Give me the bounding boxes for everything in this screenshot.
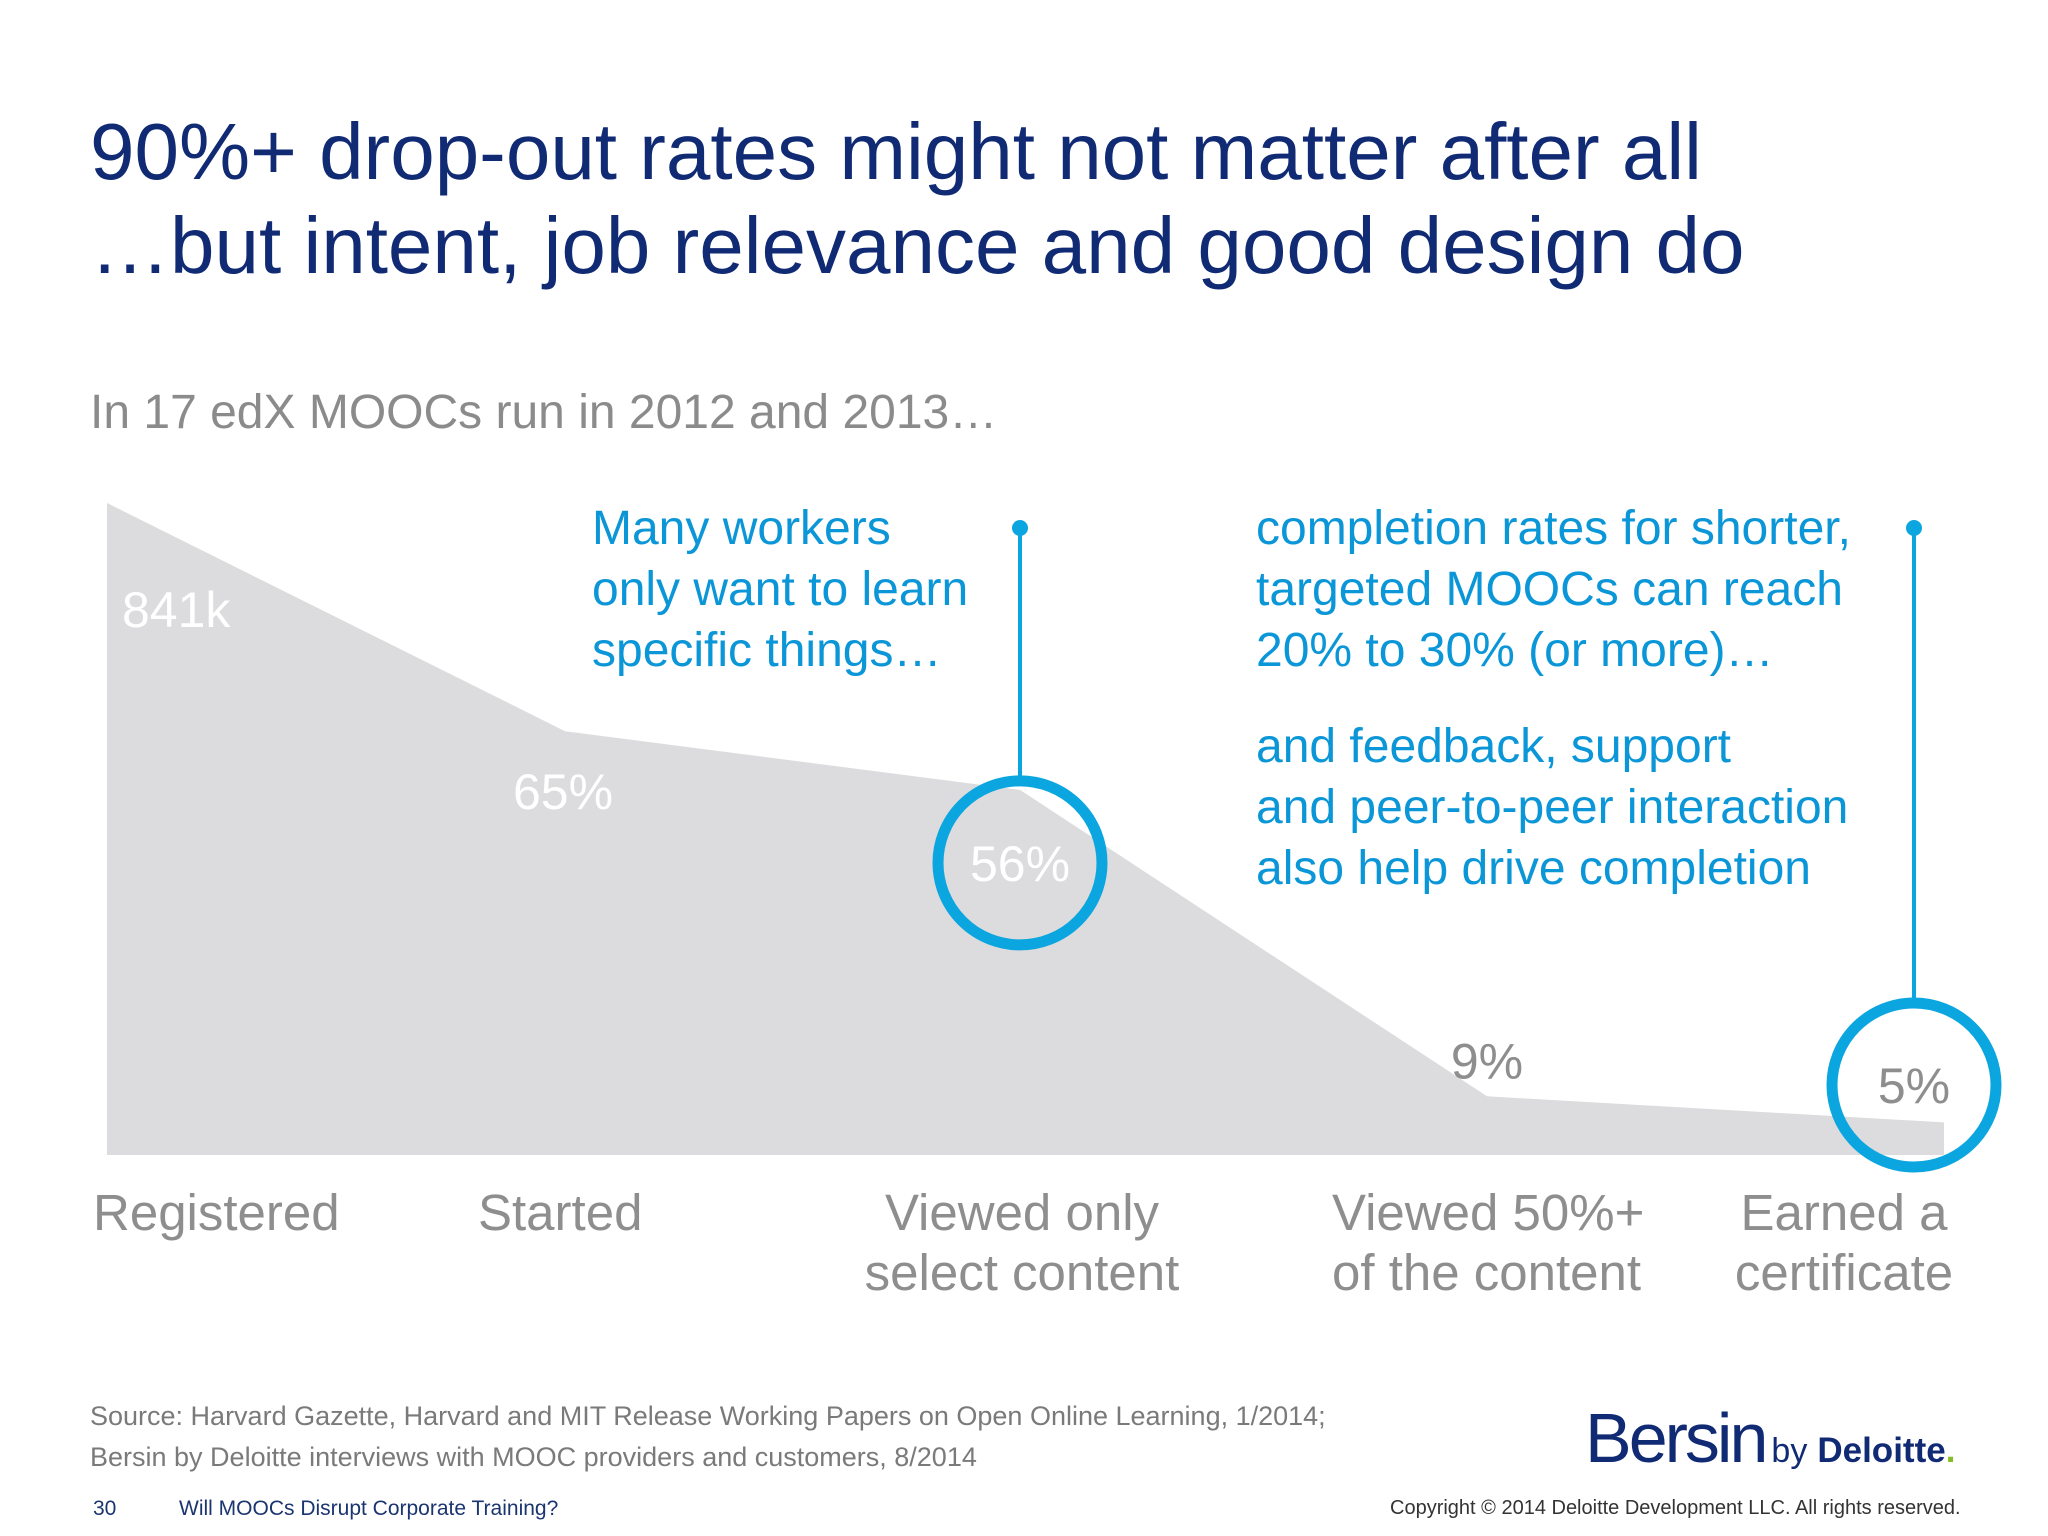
callout-right-bottom-line-2: and peer-to-peer interaction — [1256, 781, 1849, 834]
value-label-earned-a-certificate: 5% — [1878, 1058, 1950, 1114]
category-label-viewed-50-line-2: of the content — [1332, 1244, 1642, 1301]
callout-left: Many workers only want to learn specific… — [592, 498, 968, 681]
callout-left-line-1: Many workers — [592, 502, 891, 555]
copyright-notice: Copyright © 2014 Deloitte Development LL… — [1390, 1497, 1961, 1519]
logo-bersin-word: Bersin — [1585, 1399, 1768, 1477]
slide-title: 90%+ drop-out rates might not matter aft… — [90, 105, 1745, 293]
slide-subtitle: In 17 edX MOOCs run in 2012 and 2013… — [90, 386, 998, 439]
callout-right-top-line-1: completion rates for shorter, — [1256, 502, 1851, 555]
source-line-2: Bersin by Deloitte interviews with MOOC … — [90, 1442, 977, 1472]
category-label-registered-line-1: Registered — [93, 1184, 340, 1241]
callout-left-line-2: only want to learn — [592, 563, 969, 616]
callout-dot-earned-a-certificate — [1906, 520, 1922, 536]
callout-right-top-line-3: 20% to 30% (or more)… — [1256, 624, 1774, 677]
category-label-started: Started — [478, 1183, 642, 1243]
callout-dot-viewed-only-select-content — [1012, 520, 1028, 536]
logo-by-word: by — [1771, 1432, 1808, 1470]
callout-right-top: completion rates for shorter, targeted M… — [1256, 498, 1851, 681]
title-line-1: 90%+ drop-out rates might not matter aft… — [90, 107, 1702, 196]
category-label-started-line-1: Started — [478, 1184, 643, 1241]
category-label-registered: Registered — [93, 1183, 340, 1243]
value-label-viewed-50-of-the-content: 9% — [1451, 1033, 1523, 1089]
page-number: 30 — [93, 1497, 117, 1520]
callout-right-bottom: and feedback, support and peer-to-peer i… — [1256, 716, 1848, 899]
source-note: Source: Harvard Gazette, Harvard and MIT… — [90, 1396, 1326, 1478]
category-label-viewed-only-line-1: Viewed only — [884, 1184, 1160, 1241]
value-label-viewed-only-select-content: 56% — [970, 836, 1070, 892]
callout-left-line-3: specific things… — [592, 624, 942, 677]
category-label-earned-line-1: Earned a — [1740, 1184, 1948, 1241]
logo-green-dot: . — [1945, 1431, 1956, 1470]
category-label-viewed-only: Viewed only select content — [862, 1183, 1182, 1303]
title-line-2: …but intent, job relevance and good desi… — [90, 201, 1745, 290]
footer-doc-title: Will MOOCs Disrupt Corporate Training? — [179, 1497, 559, 1520]
value-label-registered: 841k — [122, 582, 231, 638]
category-label-viewed-only-line-2: select content — [864, 1244, 1180, 1301]
callout-right-top-line-2: targeted MOOCs can reach — [1256, 563, 1843, 616]
category-label-earned-line-2: certificate — [1734, 1244, 1954, 1301]
highlight-ring-earned-a-certificate — [1826, 997, 2002, 1173]
bersin-by-deloitte-logo: Bersin by Deloitte. — [1585, 1398, 1955, 1478]
area-series — [107, 503, 1944, 1155]
highlight-ring-viewed-only-select-content — [932, 775, 1108, 951]
callout-right-bottom-line-1: and feedback, support — [1256, 720, 1732, 773]
category-label-viewed-50: Viewed 50%+ of the content — [1332, 1183, 1644, 1303]
source-line-1: Source: Harvard Gazette, Harvard and MIT… — [90, 1401, 1326, 1431]
logo-deloitte-word: Deloitte — [1817, 1431, 1946, 1470]
category-label-earned: Earned a certificate — [1724, 1183, 1964, 1303]
category-label-viewed-50-line-1: Viewed 50%+ — [1332, 1184, 1645, 1241]
callout-right-bottom-line-3: also help drive completion — [1256, 842, 1811, 895]
value-label-started: 65% — [513, 764, 613, 820]
